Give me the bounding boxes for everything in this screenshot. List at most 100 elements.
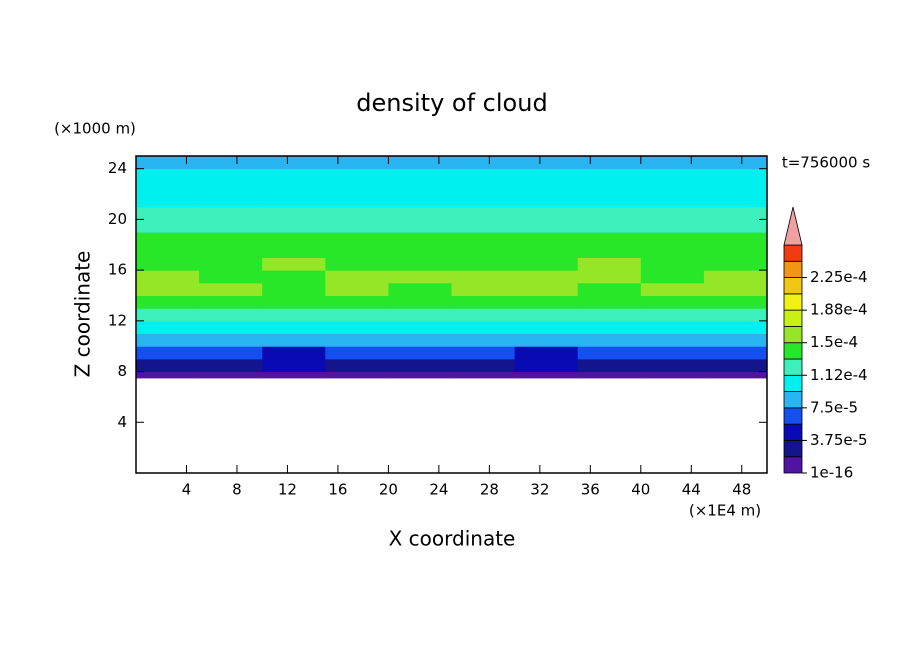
contour-cell xyxy=(640,333,705,347)
contour-cell xyxy=(199,219,263,233)
contour-cell xyxy=(451,346,516,360)
contour-cell xyxy=(262,282,326,296)
contour-cell xyxy=(451,320,516,335)
contour-cell xyxy=(388,219,452,233)
colorbar-band xyxy=(783,456,803,474)
y-axis-label: Z coordinate xyxy=(71,251,95,378)
y-units: (×1000 m) xyxy=(54,120,136,138)
contour-cell xyxy=(703,346,768,360)
contour-cell xyxy=(136,358,200,373)
contour-cell xyxy=(640,371,705,379)
contour-cell xyxy=(199,333,263,347)
contour-cell xyxy=(199,181,263,195)
contour-cell xyxy=(262,320,326,335)
contour-cell xyxy=(577,295,642,309)
contour-cell xyxy=(703,206,768,220)
contour-cell xyxy=(199,244,263,258)
contour-cell xyxy=(640,194,705,208)
y-tick-label: 16 xyxy=(108,261,127,279)
y-tick-label: 20 xyxy=(108,210,127,228)
contour-cell xyxy=(388,358,452,373)
colorbar-band xyxy=(783,423,803,441)
contour-cell xyxy=(577,358,642,373)
x-tick-label: 28 xyxy=(480,481,499,499)
contour-cell xyxy=(451,295,516,309)
contour-cell xyxy=(325,156,389,170)
contour-cell xyxy=(514,282,579,296)
x-units: (×1E4 m) xyxy=(689,502,761,520)
contour-cell xyxy=(640,270,705,284)
contour-cell xyxy=(514,168,579,182)
colorbar-band xyxy=(783,440,803,458)
contour-cell xyxy=(199,257,263,271)
contour-cell xyxy=(136,320,200,335)
contour-cell xyxy=(514,270,579,284)
contour-cell xyxy=(136,194,200,208)
contour-cell xyxy=(325,168,389,182)
x-tick-label: 36 xyxy=(581,481,600,499)
x-tick-label: 48 xyxy=(732,481,751,499)
contour-cell xyxy=(640,181,705,195)
y-tick-label: 4 xyxy=(117,413,127,431)
colorbar-band xyxy=(783,391,803,409)
contour-cell xyxy=(703,257,768,271)
y-tick-label: 8 xyxy=(117,362,127,380)
contour-cell xyxy=(199,346,263,360)
contour-cell xyxy=(577,308,642,322)
contour-cell xyxy=(388,270,452,284)
contour-cell xyxy=(325,295,389,309)
contour-cell xyxy=(451,156,516,170)
contour-cell xyxy=(514,156,579,170)
contour-cell xyxy=(451,333,516,347)
colorbar-band xyxy=(783,244,803,262)
contour-cell xyxy=(640,219,705,233)
contour-cell xyxy=(451,371,516,379)
contour-cell xyxy=(514,244,579,258)
annotation: t=756000 s xyxy=(782,154,870,172)
contour-cell xyxy=(199,194,263,208)
contour-cell xyxy=(136,282,200,296)
contour-cell xyxy=(388,232,452,246)
contour-cell xyxy=(703,333,768,347)
contour-cell xyxy=(136,181,200,195)
contour-cell xyxy=(325,194,389,208)
contour-cell xyxy=(199,168,263,182)
contour-cell xyxy=(136,244,200,258)
contour-cell xyxy=(577,371,642,379)
contour-cell xyxy=(388,346,452,360)
contour-cell xyxy=(262,219,326,233)
colorbar-tick-label: 1.5e-4 xyxy=(810,333,858,351)
contour-cell xyxy=(262,168,326,182)
contour-cell xyxy=(199,270,263,284)
contour-cell xyxy=(199,358,263,373)
contour-cell xyxy=(703,181,768,195)
contour-cell xyxy=(703,244,768,258)
contour-cell xyxy=(136,270,200,284)
contour-cell xyxy=(703,168,768,182)
contour-cell xyxy=(703,295,768,309)
contour-cell xyxy=(262,333,326,347)
contour-cell xyxy=(514,358,579,373)
contour-cell xyxy=(325,232,389,246)
contour-cell xyxy=(136,206,200,220)
contour-cell xyxy=(262,308,326,322)
contour-cell xyxy=(514,181,579,195)
contour-cell xyxy=(136,219,200,233)
contour-cell xyxy=(703,232,768,246)
contour-cell xyxy=(199,371,263,379)
contour-cell xyxy=(325,320,389,335)
contour-cell xyxy=(577,168,642,182)
contour-cell xyxy=(451,358,516,373)
contour-cell xyxy=(325,308,389,322)
contour-cell xyxy=(703,308,768,322)
contour-cell xyxy=(325,282,389,296)
contour-cell xyxy=(262,232,326,246)
contour-cell xyxy=(640,257,705,271)
contour-cell xyxy=(451,308,516,322)
y-tick-label: 12 xyxy=(108,311,127,329)
contour-cell xyxy=(640,282,705,296)
contour-cell xyxy=(262,346,326,360)
plot-frame xyxy=(135,155,768,474)
contour-cell xyxy=(640,346,705,360)
